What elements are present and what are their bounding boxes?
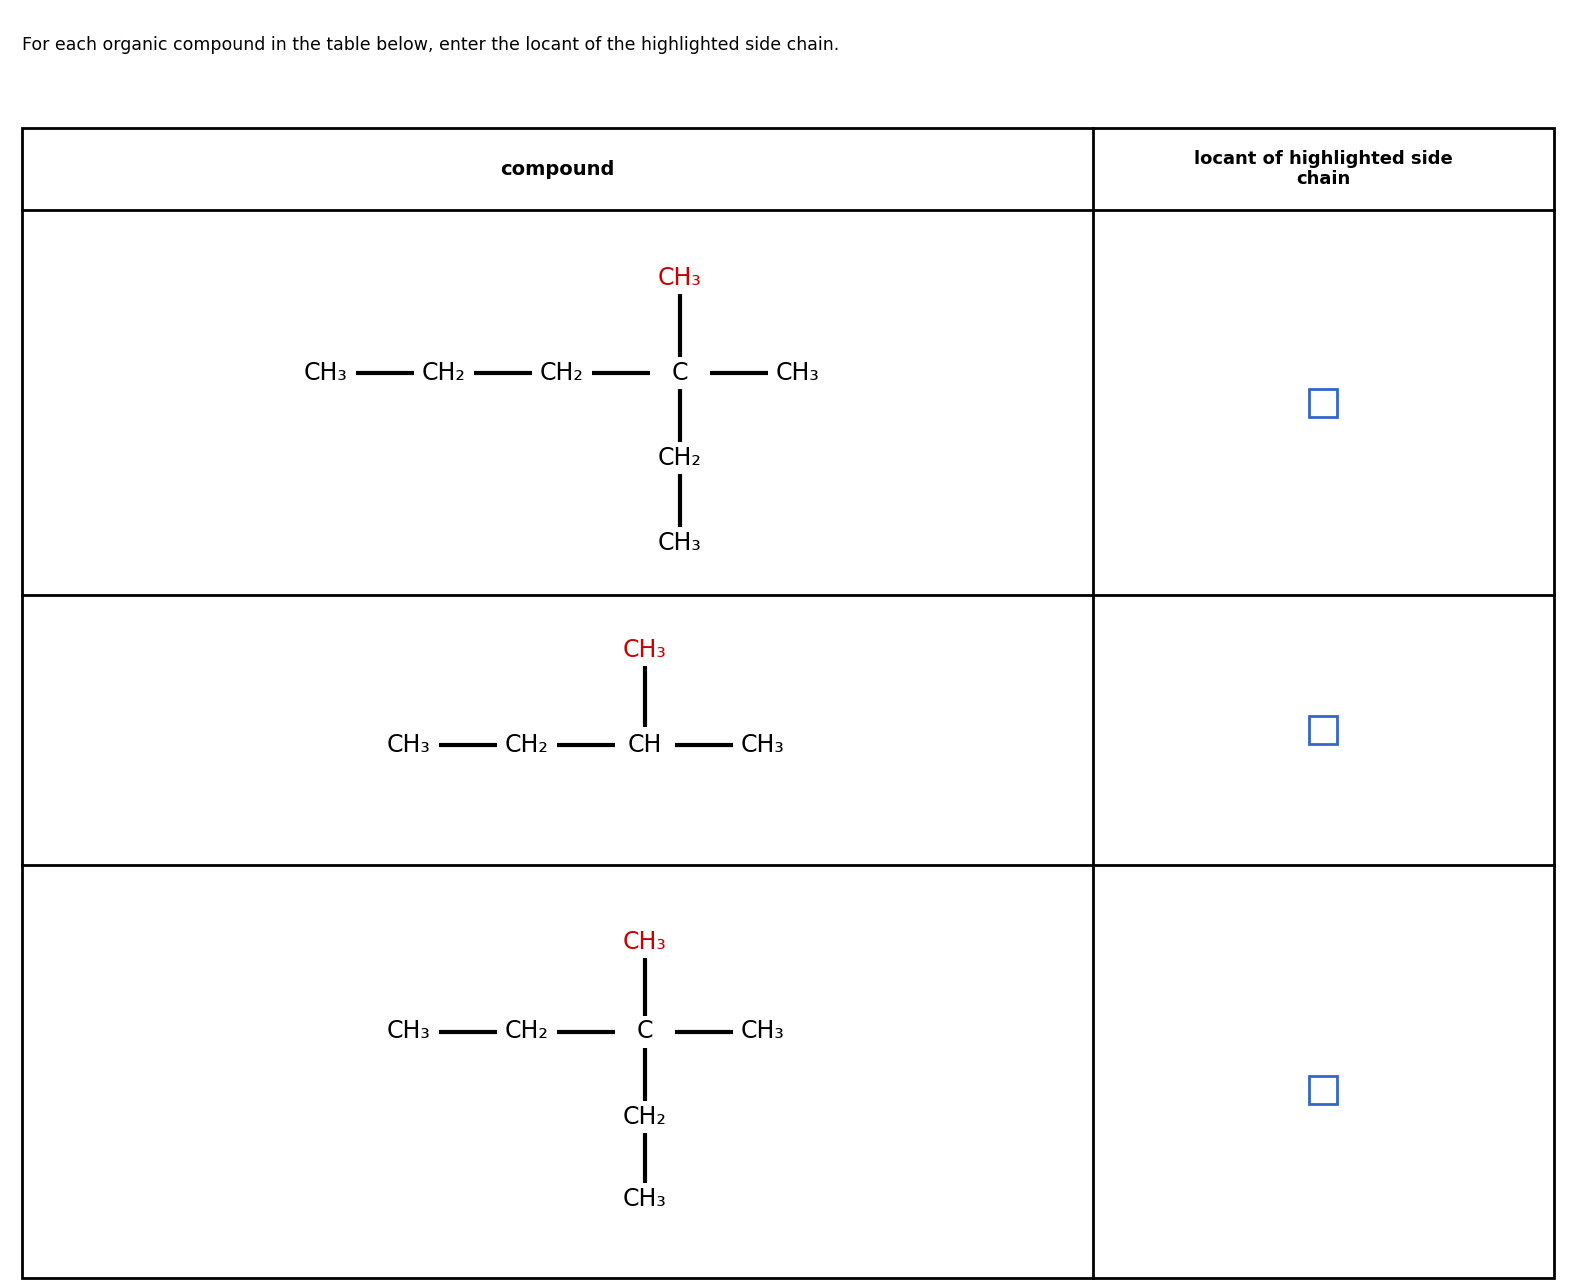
Text: CH₃: CH₃ [623, 930, 667, 953]
Text: CH: CH [627, 733, 662, 757]
Text: CH₃: CH₃ [623, 1186, 667, 1211]
Text: C: C [671, 361, 689, 385]
Bar [22, 128, 1554, 1278]
Bar [1310, 716, 1338, 744]
Text: CH₃: CH₃ [659, 265, 701, 290]
Bar [1310, 1075, 1338, 1104]
Text: C: C [637, 1020, 652, 1043]
Text: CH₃: CH₃ [623, 638, 667, 662]
Text: CH₃: CH₃ [741, 1020, 785, 1043]
Text: CH₂: CH₂ [541, 361, 585, 385]
Text: CH₃: CH₃ [741, 733, 785, 757]
Text: CH₂: CH₂ [422, 361, 466, 385]
Text: CH₃: CH₃ [388, 1020, 430, 1043]
Text: CH₃: CH₃ [659, 531, 701, 555]
Text: compound: compound [500, 160, 615, 179]
Text: CH₂: CH₂ [504, 733, 548, 757]
Text: locant of highlighted side
chain: locant of highlighted side chain [1195, 149, 1453, 188]
Text: CH₂: CH₂ [504, 1020, 548, 1043]
Text: CH₃: CH₃ [388, 733, 430, 757]
Text: CH₂: CH₂ [659, 446, 701, 470]
Text: CH₂: CH₂ [623, 1105, 667, 1128]
Text: For each organic compound in the table below, enter the locant of the highlighte: For each organic compound in the table b… [22, 36, 840, 54]
Text: CH₃: CH₃ [775, 361, 820, 385]
Text: CH₃: CH₃ [304, 361, 348, 385]
Bar [1310, 389, 1338, 416]
